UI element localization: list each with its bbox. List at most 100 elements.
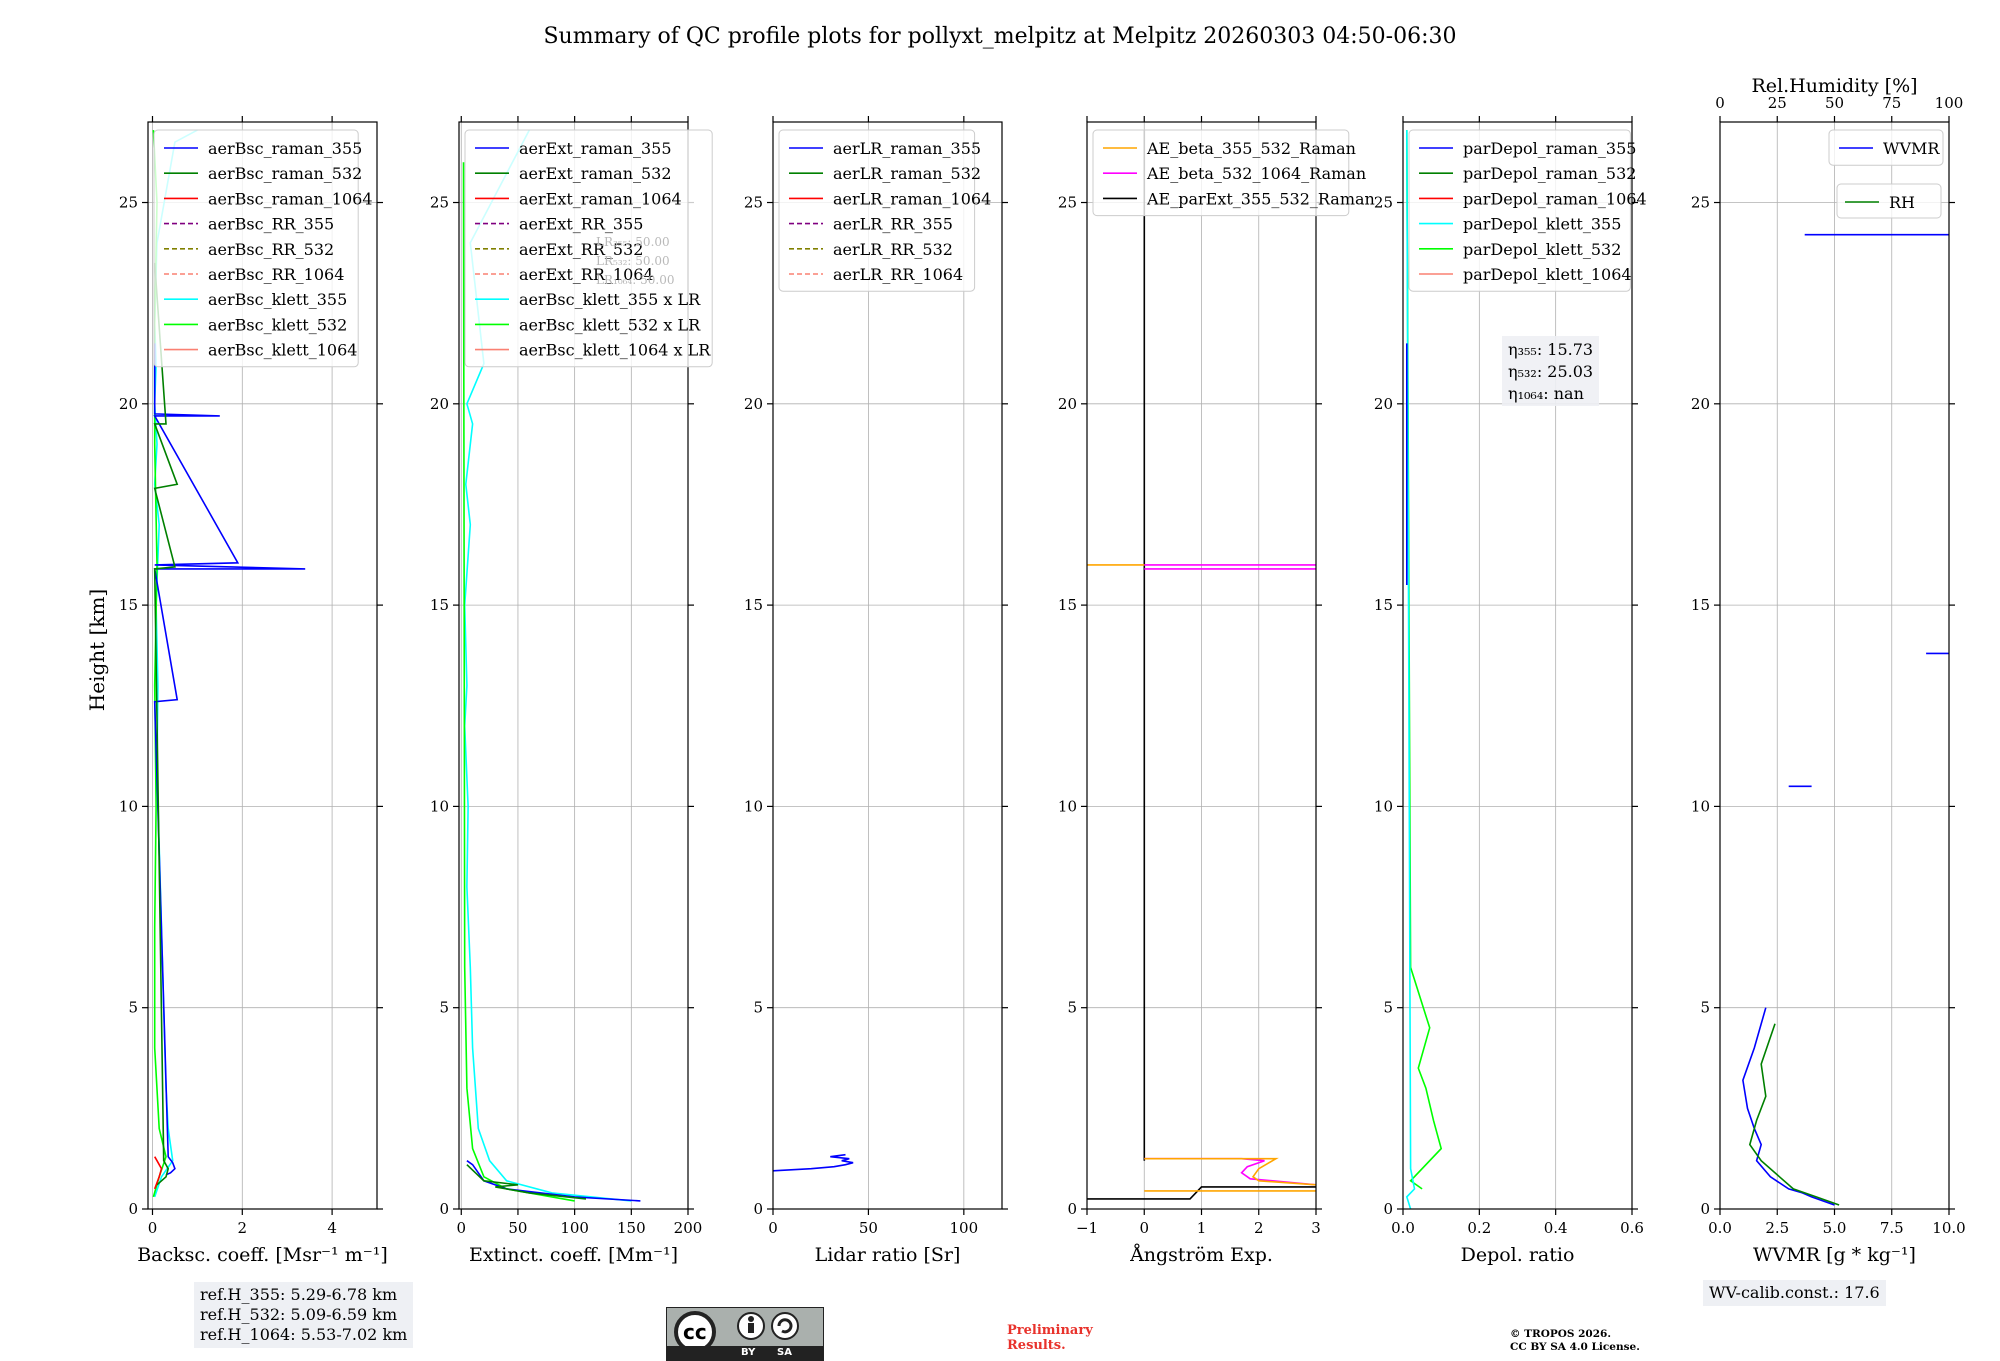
x-tick-label: 2 (238, 1219, 248, 1237)
x-axis-label: Ångström Exp. (1129, 1244, 1273, 1266)
lidar-ratio-label: LR₅₃₂: 50.00 (596, 254, 670, 268)
y-tick-label: 10 (119, 797, 138, 815)
y-tick-label: 20 (1691, 395, 1710, 413)
panel-lidar_ratio: 0 50 100 0 5 10 15 20 25 Lidar ratio [Sr] aerLR_ra… (744, 116, 1008, 1266)
legend-label: aerExt_raman_1064 (519, 189, 682, 208)
lidar-ratio-label: LR₃₅₅: 50.00 (596, 235, 670, 249)
legend-label: aerBsc_RR_355 (208, 215, 334, 234)
legend-label: aerBsc_klett_355 (208, 290, 347, 309)
y-tick-label: 10 (430, 797, 449, 815)
y-tick-label: 15 (1374, 596, 1393, 614)
legend-label: aerBsc_raman_532 (208, 164, 362, 183)
y-tick-label: 15 (1691, 596, 1710, 614)
series-group (773, 1153, 854, 1172)
legend-box (153, 129, 359, 368)
legend-label: aerBsc_klett_1064 x LR (519, 341, 711, 360)
legend-label: AE_beta_355_532_Raman (1146, 139, 1356, 158)
cc-license-badge: cc BY SA (666, 1307, 824, 1361)
legend-label: aerLR_RR_1064 (833, 265, 963, 284)
y-tick-label: 0 (1067, 1200, 1077, 1218)
legend-box (778, 129, 976, 292)
top-x-tick-label: 25 (1768, 94, 1787, 112)
top-x-axis-label: Rel.Humidity [%] (1751, 75, 1917, 97)
y-tick-label: 5 (439, 999, 449, 1017)
x-tick-label: 4 (327, 1219, 337, 1237)
series-group (1405, 130, 1443, 1209)
legend-box (1408, 129, 1631, 292)
series-AE_beta_532_1064_Raman (1144, 1157, 1316, 1186)
y-tick-label: 5 (128, 999, 138, 1017)
x-tick-label: 100 (950, 1219, 979, 1237)
legend-label: parDepol_klett_1064 (1463, 265, 1632, 284)
axes-frame (147, 121, 378, 1210)
legend-label: RH (1889, 193, 1915, 212)
y-tick-label: 20 (119, 395, 138, 413)
panel-extinction: 0 50 100 150 200 0 5 10 15 20 25 Extinct. coeff. [M… (430, 116, 713, 1266)
axes-frame (772, 121, 1003, 1210)
legend-label: parDepol_klett_532 (1463, 240, 1621, 259)
legend-label: aerLR_raman_355 (833, 139, 981, 158)
cc-sa-label: SA (777, 1347, 792, 1358)
legend-label: parDepol_raman_355 (1463, 139, 1636, 158)
y-tick-label: 25 (1691, 194, 1710, 212)
legend-label: aerExt_RR_1064 (519, 265, 654, 284)
series-aerBsc_raman_355 (153, 343, 306, 1176)
x-axis-label: Lidar ratio [Sr] (815, 1244, 961, 1266)
x-tick-label: 150 (617, 1219, 646, 1237)
series-RH (1748, 1023, 1840, 1206)
y-tick-label: 15 (744, 596, 763, 614)
preliminary-line-1: Preliminary (1007, 1323, 1093, 1338)
eta-bg (1502, 336, 1599, 406)
copyright-line-2: CC BY SA 4.0 License. (1510, 1341, 1640, 1353)
y-tick-label: 0 (1700, 1200, 1710, 1218)
top-x-tick-label: 75 (1882, 94, 1901, 112)
legend-label: aerBsc_klett_532 x LR (519, 315, 701, 334)
y-tick-label: 25 (744, 194, 763, 212)
y-tick-label: 15 (430, 596, 449, 614)
eta-label: η₅₃₂: 25.03 (1508, 362, 1593, 381)
x-tick-label: 0.4 (1544, 1219, 1568, 1237)
x-tick-label: 5.0 (1823, 1219, 1847, 1237)
series-aerExt_raman_532 (466, 1164, 587, 1200)
eta-box: η₃₅₅: 15.73 η₅₃₂: 25.03 η₁₀₆₄: nan (1502, 336, 1599, 406)
series-group (1742, 233, 1949, 1206)
y-tick-label: 15 (1058, 596, 1077, 614)
legend-label: aerBsc_klett_355 x LR (519, 290, 701, 309)
preliminary-note: Preliminary Results. (1007, 1323, 1093, 1353)
figure-title: Summary of QC profile plots for pollyxt_… (543, 24, 1456, 49)
x-tick-label: 3 (1311, 1219, 1321, 1237)
x-tick-label: 200 (674, 1219, 703, 1237)
legend: WVMR (1828, 129, 1944, 166)
y-tick-label: 25 (1058, 194, 1077, 212)
axes-frame (458, 121, 689, 1210)
legend-label: aerExt_RR_355 (519, 215, 643, 234)
series-group (462, 129, 641, 1202)
cc-label: cc (683, 1320, 707, 1344)
legend-label: aerLR_RR_532 (833, 240, 953, 259)
y-tick-label: 20 (1374, 395, 1393, 413)
y-tick-label: 20 (430, 395, 449, 413)
x-tick-label: −1 (1076, 1219, 1098, 1237)
y-tick-label: 10 (1691, 797, 1710, 815)
y-tick-label: 5 (1067, 999, 1077, 1017)
x-axis-label: Depol. ratio (1461, 1244, 1575, 1266)
legend-label: aerLR_raman_532 (833, 164, 981, 183)
legend: aerBsc_raman_355 aerBsc_raman_532 aerBsc_r… (153, 129, 373, 368)
y-tick-label: 25 (430, 194, 449, 212)
series-parDepol_klett_532 (1406, 130, 1443, 1190)
x-tick-label: 10.0 (1932, 1219, 1965, 1237)
legend-label: aerBsc_raman_355 (208, 139, 362, 158)
series-group (1087, 130, 1316, 1200)
x-tick-label: 0.0 (1708, 1219, 1732, 1237)
x-tick-label: 7.5 (1880, 1219, 1904, 1237)
copyright-note: © TROPOS 2026. CC BY SA 4.0 License. (1510, 1328, 1640, 1354)
eta-label: η₃₅₅: 15.73 (1508, 340, 1593, 359)
legend-label: aerBsc_klett_532 (208, 315, 347, 334)
y-tick-label: 0 (753, 1200, 763, 1218)
y-tick-label: 5 (753, 999, 763, 1017)
x-axis-label: WVMR [g * kg⁻¹] (1753, 1244, 1916, 1266)
legend-box (1828, 129, 1944, 166)
y-tick-label: 10 (1058, 797, 1077, 815)
x-tick-label: 2 (1254, 1219, 1264, 1237)
x-tick-label: 1 (1197, 1219, 1207, 1237)
